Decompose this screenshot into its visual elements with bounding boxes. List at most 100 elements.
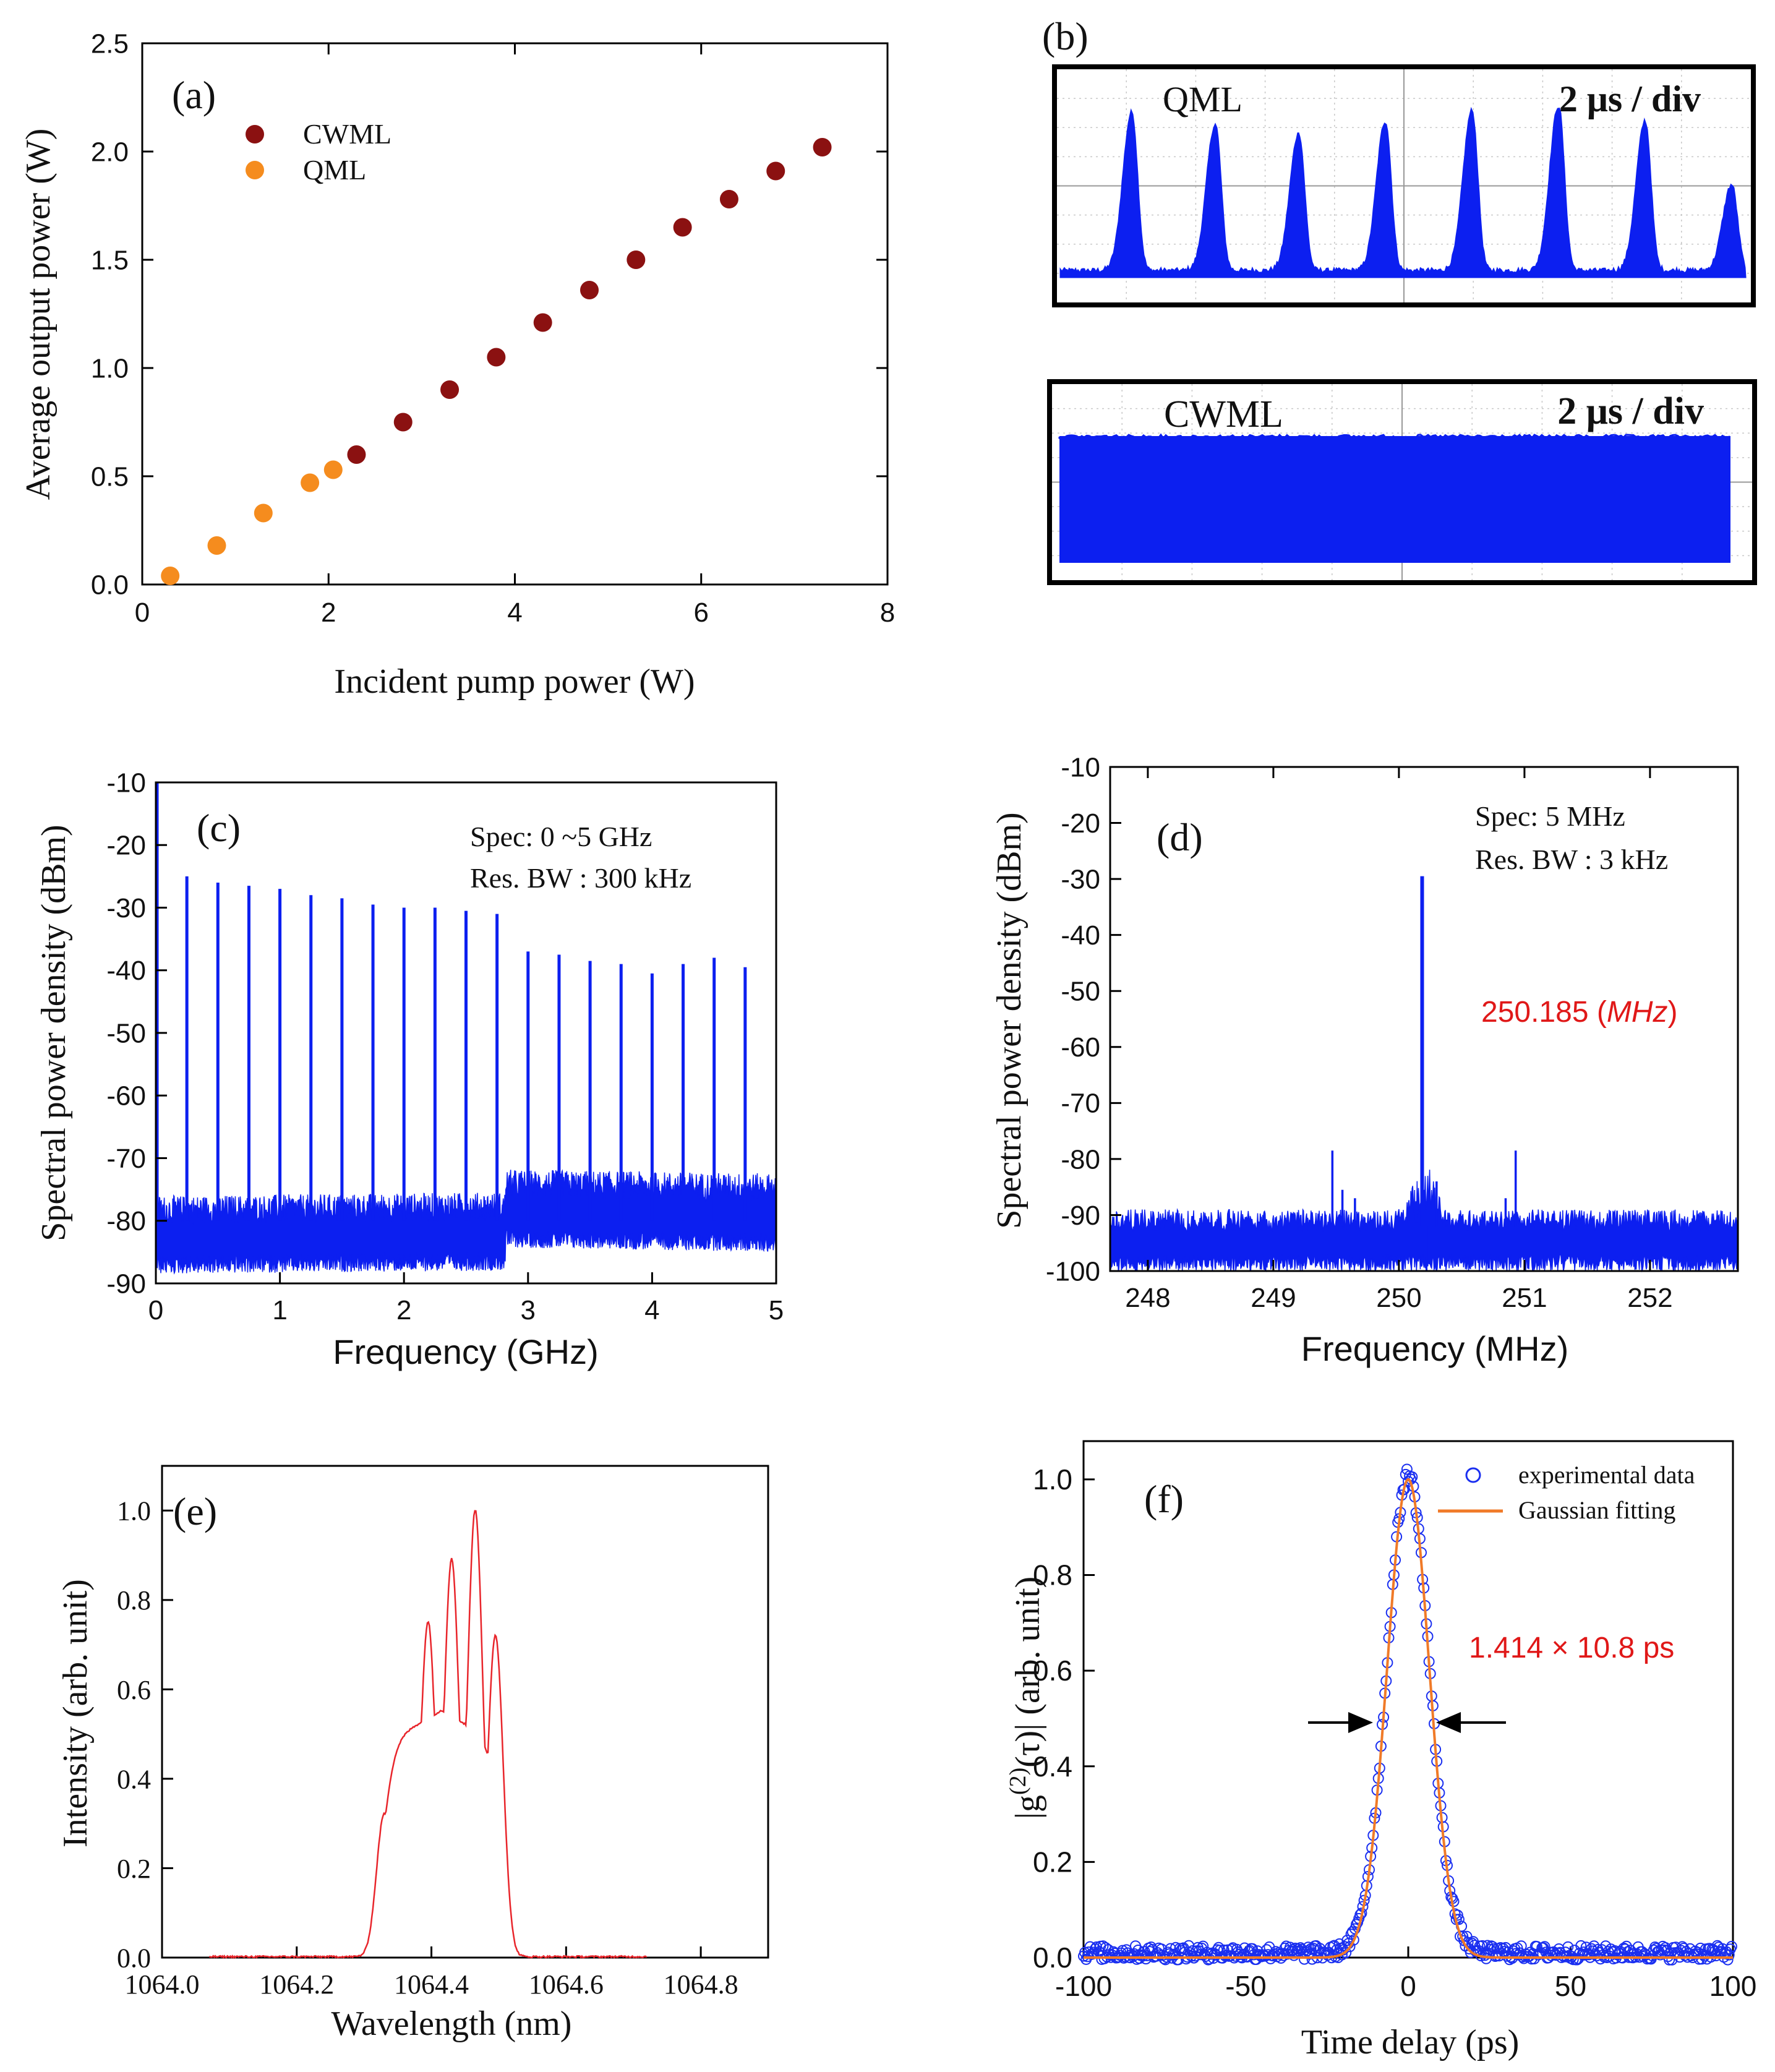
x-tick-label: 1064.0 — [125, 1969, 200, 2000]
y-tick-label: 0.8 — [117, 1585, 151, 1616]
cwml-data-point — [673, 218, 692, 237]
panel-e-ylabel: Intensity (arb. unit) — [56, 1579, 95, 1847]
y-tick-label: 0.0 — [1033, 1941, 1072, 1974]
experimental-data-point — [1244, 1945, 1255, 1956]
y-tick-label: 0.0 — [91, 570, 129, 600]
cwml-trace-label: CWML — [1164, 393, 1283, 435]
y-tick-label: -40 — [1061, 920, 1100, 951]
ylabel-part-g: |g — [1009, 1795, 1047, 1819]
fwhm-left-arrow — [1308, 1712, 1373, 1733]
y-tick-label: -40 — [106, 956, 146, 986]
x-tick-label: 1 — [272, 1295, 287, 1325]
experimental-data-point — [1344, 1941, 1356, 1953]
panel-f-experimental-points — [1078, 1463, 1737, 1966]
panel-d-trace — [1110, 876, 1739, 1273]
experimental-data-point — [1531, 1941, 1542, 1953]
x-tick-label: 2 — [396, 1295, 411, 1325]
panel-c-spec: Spec: 0 ~5 GHz — [470, 821, 652, 852]
panel-e-frame — [161, 1465, 769, 1959]
panel-c-ylabel: Spectral power density (dBm) — [35, 824, 73, 1241]
x-tick-label: 248 — [1125, 1283, 1170, 1313]
qml-trace-label: QML — [1163, 79, 1242, 119]
qml-pulse-trace — [1059, 106, 1747, 278]
y-tick-label: -60 — [106, 1081, 146, 1111]
y-tick-label: 0.0 — [117, 1943, 151, 1973]
peak-freq-open: ( — [1589, 996, 1607, 1029]
experimental-data-point — [1349, 1923, 1361, 1935]
qml-data-point — [323, 460, 343, 479]
peak-freq-close: ) — [1668, 996, 1678, 1029]
experimental-data-point — [1351, 1919, 1362, 1930]
cwml-trace-band — [1059, 436, 1730, 563]
panel-a: 0 2 4 6 8 0.0 0.5 1.0 1.5 2.0 2.5 (a) CWML QML Inc… — [19, 28, 895, 701]
x-tick-label: 251 — [1502, 1283, 1547, 1313]
panel-d-noise-floor — [1110, 1170, 1739, 1273]
panel-a-letter: (a) — [172, 73, 216, 117]
experimental-data-point — [1452, 1909, 1463, 1921]
panel-d-resbw: Res. BW : 3 kHz — [1475, 844, 1668, 875]
x-tick-label: 2 — [321, 597, 336, 628]
experimental-data-point — [1618, 1942, 1630, 1954]
y-tick-label: 0.5 — [91, 461, 129, 492]
x-tick-label: 0 — [1400, 1970, 1416, 2002]
experimental-data-point — [1596, 1944, 1607, 1956]
panel-d-frame — [1109, 766, 1739, 1272]
x-tick-label: 5 — [769, 1295, 784, 1325]
y-tick-label: -10 — [1061, 752, 1100, 782]
x-tick-label: 1064.4 — [394, 1969, 469, 2000]
y-tick-label: 1.0 — [91, 353, 129, 383]
experimental-data-point — [1302, 1941, 1314, 1953]
legend-gaussian-label: Gaussian fitting — [1518, 1496, 1675, 1524]
legend-qml-marker — [246, 161, 264, 179]
cwml-trace-edge — [1058, 433, 1731, 440]
x-tick-label: 50 — [1555, 1970, 1586, 2002]
y-tick-label: 0.8 — [1033, 1559, 1072, 1591]
x-tick-label: 250 — [1376, 1283, 1421, 1313]
y-tick-label: 1.5 — [91, 245, 129, 275]
panel-d-ticks: 248 249 250 251 252 -100 -90 -80 -70 -60 -50 -40 -30… — [1046, 752, 1673, 1313]
qml-data-point — [254, 503, 273, 523]
panel-d-letter: (d) — [1157, 815, 1203, 859]
cwml-data-point — [719, 190, 738, 208]
y-tick-label: -90 — [1061, 1201, 1100, 1231]
panel-e-ticks: 1064.0 1064.2 1064.4 1064.6 1064.8 0.0 0.2 0.4 0… — [117, 1496, 738, 2000]
y-tick-label: 0.2 — [1033, 1846, 1072, 1878]
ylabel-part-superscript: (2) — [1005, 1768, 1031, 1795]
y-tick-label: 0.4 — [1033, 1750, 1072, 1783]
cwml-data-point — [347, 445, 366, 464]
experimental-data-point — [1348, 1934, 1359, 1946]
qml-data-point — [207, 536, 226, 555]
panel-e-letter: (e) — [173, 1489, 217, 1533]
legend-cwml-label: CWML — [303, 118, 391, 150]
panel-c-letter: (c) — [197, 806, 241, 850]
x-tick-label: 252 — [1627, 1283, 1672, 1313]
legend-experimental-label: experimental data — [1518, 1461, 1695, 1489]
y-tick-label: 0.6 — [1033, 1655, 1072, 1687]
y-tick-label: 0.2 — [117, 1854, 151, 1884]
x-tick-label: 4 — [644, 1295, 659, 1325]
y-tick-label: 2.5 — [91, 28, 129, 59]
y-tick-label: -30 — [1061, 865, 1100, 895]
y-tick-label: -50 — [1061, 977, 1100, 1007]
x-tick-label: 4 — [507, 597, 522, 628]
y-tick-label: 0.4 — [117, 1764, 151, 1794]
y-tick-label: -70 — [1061, 1089, 1100, 1119]
x-tick-label: 249 — [1251, 1283, 1296, 1313]
y-tick-label: -80 — [106, 1206, 146, 1236]
y-tick-label: 0.6 — [117, 1675, 151, 1705]
experimental-data-point — [1222, 1944, 1234, 1956]
panel-e: 1064.0 1064.2 1064.4 1064.6 1064.8 0.0 0.2 0.4 0… — [56, 1465, 769, 2043]
experimental-data-point — [1253, 1949, 1265, 1961]
panel-d-ylabel: Spectral power density (dBm) — [990, 812, 1029, 1228]
panel-f-letter: (f) — [1144, 1477, 1184, 1521]
x-tick-label: 6 — [694, 597, 709, 628]
legend-qml-label: QML — [303, 154, 366, 186]
y-tick-label: -100 — [1046, 1256, 1100, 1286]
panel-a-ticks: 0 2 4 6 8 0.0 0.5 1.0 1.5 2.0 2.5 — [91, 28, 895, 628]
panel-a-ylabel: Average output power (W) — [19, 129, 58, 500]
experimental-data-point — [1117, 1945, 1128, 1956]
panel-c-ticks: 0 1 2 3 4 5 -90 -80 -70 -60 -50 -40 -30 -20 -10 — [106, 768, 784, 1325]
qml-time-scale: 2 μs / div — [1559, 79, 1701, 119]
experimental-data-point — [1722, 1954, 1734, 1966]
y-tick-label: -10 — [106, 768, 146, 798]
